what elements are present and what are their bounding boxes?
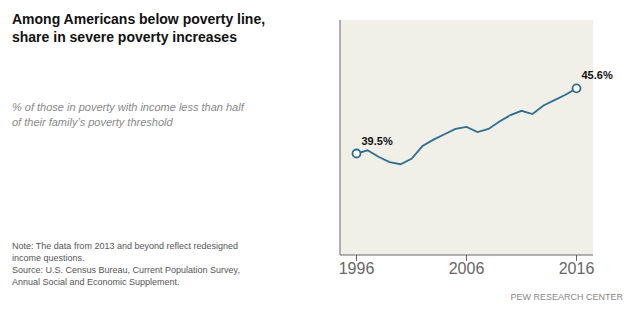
html-text:% of those in poverty with inc: % of those in poverty with income less t…	[12, 101, 244, 128]
svg-text:39.5%: 39.5%	[362, 135, 393, 147]
svg-text:2006: 2006	[449, 260, 485, 277]
svg-text:45.6%: 45.6%	[582, 69, 613, 81]
svg-text:2016: 2016	[559, 260, 595, 277]
html-text:Among Americans below poverty: Among Americans below poverty line, shar…	[12, 11, 266, 46]
svg-text:1996: 1996	[339, 260, 375, 277]
html-text:PEW RESEARCH CENTER: PEW RESEARCH CENTER	[510, 292, 623, 302]
html-text:Note: The data from 2013 and b: Note: The data from 2013 and beyond refl…	[12, 241, 240, 288]
